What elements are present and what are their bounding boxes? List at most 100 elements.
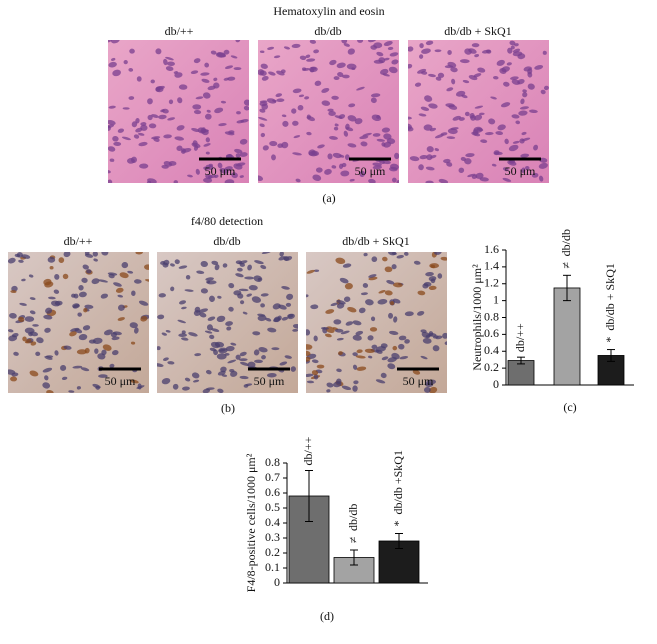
cell (32, 324, 39, 327)
cell (502, 167, 509, 172)
cell (30, 341, 37, 346)
cell (24, 327, 35, 334)
cell (376, 138, 385, 142)
cell (19, 302, 27, 306)
cell (8, 257, 16, 264)
bar (507, 360, 535, 386)
cell (45, 355, 54, 358)
cell (174, 72, 183, 78)
cell (311, 359, 319, 364)
cell (306, 58, 316, 62)
cell (332, 152, 342, 159)
cell (258, 116, 268, 121)
cell (461, 94, 468, 99)
cell (371, 256, 378, 263)
cell (261, 103, 269, 110)
cell (193, 58, 201, 64)
cell (330, 302, 338, 307)
cell (388, 312, 394, 319)
cell (370, 97, 377, 104)
cell (391, 59, 399, 65)
cell (200, 288, 208, 294)
cell (510, 76, 519, 80)
cell (297, 104, 304, 111)
cell (45, 307, 53, 314)
cell (518, 110, 528, 116)
cell (29, 370, 39, 377)
cell (356, 366, 367, 371)
cell (538, 175, 544, 182)
cell (168, 99, 174, 105)
cell (521, 131, 527, 136)
y-tick-label: 1 (493, 292, 499, 306)
cell (200, 261, 208, 268)
cell (273, 55, 281, 59)
cell (450, 67, 458, 73)
cell (135, 127, 143, 133)
cell (188, 332, 198, 337)
cell (181, 337, 189, 341)
cell (387, 46, 394, 50)
cell (261, 355, 266, 360)
cell (425, 166, 435, 171)
cell (347, 306, 357, 313)
cell (48, 296, 56, 300)
cell (235, 40, 241, 43)
cell (108, 124, 115, 129)
cell (68, 390, 75, 393)
cell (271, 154, 276, 161)
cell (86, 269, 92, 274)
y-tick-label: 0.4 (484, 343, 499, 357)
cell (21, 254, 31, 259)
cell (522, 92, 528, 98)
y-tick-label: 0.3 (265, 530, 280, 544)
cell (383, 40, 393, 46)
cell (355, 330, 364, 336)
cell (434, 148, 439, 152)
cell (464, 158, 472, 165)
cell (167, 361, 175, 365)
cell (11, 285, 18, 292)
cell (163, 259, 170, 266)
cell (271, 347, 280, 351)
cell (133, 134, 140, 139)
cell (187, 174, 193, 178)
cell (108, 119, 116, 126)
cell (381, 127, 391, 133)
cell (214, 341, 225, 348)
cell (442, 332, 447, 339)
cell (428, 386, 438, 393)
cell (10, 290, 17, 294)
cell (365, 299, 374, 306)
cell (381, 356, 389, 361)
error-bar (395, 533, 403, 549)
cell (235, 273, 244, 278)
cell (191, 127, 200, 133)
cell (428, 285, 437, 291)
cell (127, 270, 134, 274)
bar (378, 540, 420, 584)
cell (71, 293, 76, 298)
cell (195, 168, 200, 175)
cell (341, 40, 348, 44)
cell (417, 290, 426, 296)
cell (334, 328, 344, 333)
cell (100, 293, 109, 299)
y-tick-label: 1.6 (484, 242, 499, 256)
cell (542, 50, 547, 55)
cell (266, 98, 277, 104)
bar-label: db/++ (301, 436, 315, 465)
cell (25, 338, 32, 343)
cell (425, 271, 434, 277)
cell (177, 319, 186, 324)
cell (389, 52, 399, 57)
cell (236, 119, 245, 124)
cell (304, 96, 310, 100)
cell (257, 315, 267, 322)
cells (8, 252, 149, 393)
cell (69, 331, 77, 337)
cell (239, 351, 247, 357)
cell (76, 349, 87, 355)
cell (42, 367, 53, 373)
